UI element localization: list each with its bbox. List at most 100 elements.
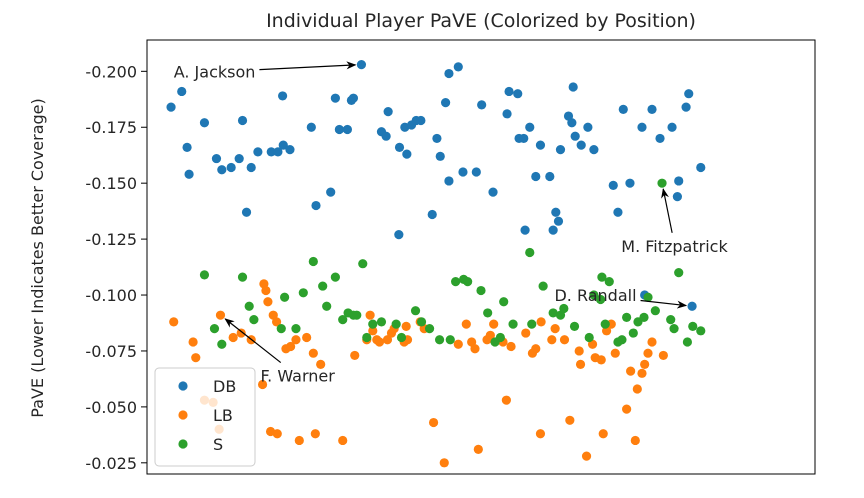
- legend-marker-db: [178, 381, 188, 391]
- point-lb: [581, 451, 592, 461]
- point-db: [246, 162, 256, 173]
- point-s: [209, 323, 220, 334]
- point-db: [568, 82, 578, 92]
- point-db: [234, 153, 244, 164]
- point-db: [570, 131, 580, 141]
- point-db: [684, 89, 694, 99]
- legend-marker-s: [178, 439, 188, 449]
- point-db: [177, 86, 187, 97]
- y-tick-label: -0.125: [85, 230, 137, 249]
- point-s: [291, 323, 301, 334]
- point-db: [166, 102, 176, 112]
- point-lb: [489, 319, 499, 329]
- point-db: [211, 153, 222, 164]
- point-s: [622, 312, 632, 323]
- point-lb: [368, 326, 378, 336]
- point-s: [604, 277, 614, 287]
- point-lb: [547, 335, 557, 345]
- point-lb: [228, 332, 238, 343]
- point-lb: [461, 319, 471, 329]
- point-db: [637, 122, 647, 132]
- point-db: [613, 207, 623, 217]
- point-db: [589, 145, 599, 155]
- point-s: [318, 281, 328, 291]
- annotation-arrow: [661, 188, 673, 233]
- point-db: [519, 133, 529, 144]
- point-s: [617, 335, 627, 345]
- point-lb: [453, 339, 463, 349]
- point-lb: [191, 353, 201, 363]
- point-s: [424, 323, 435, 334]
- point-lb: [626, 366, 636, 376]
- point-db: [471, 167, 481, 177]
- point-s: [199, 270, 210, 280]
- point-lb: [188, 337, 198, 347]
- point-db: [458, 167, 468, 177]
- y-tick-label: -0.200: [85, 62, 137, 81]
- point-s: [396, 332, 407, 343]
- y-tick-label: -0.150: [85, 174, 137, 193]
- point-s: [362, 332, 372, 343]
- point-s: [416, 317, 427, 327]
- point-db: [444, 68, 454, 79]
- point-s: [666, 315, 676, 325]
- point-lb: [291, 335, 301, 345]
- point-db: [444, 176, 454, 186]
- point-lb: [263, 297, 273, 307]
- point-db: [266, 147, 276, 157]
- point-s: [410, 306, 421, 316]
- point-db: [681, 102, 691, 112]
- point-db: [477, 100, 487, 110]
- point-db: [253, 147, 263, 157]
- point-lb: [215, 310, 226, 320]
- point-db: [647, 104, 657, 114]
- point-lb: [575, 359, 586, 369]
- point-lb: [272, 429, 282, 439]
- point-s: [508, 319, 518, 329]
- legend-box: [154, 367, 256, 467]
- point-lb: [565, 415, 575, 425]
- point-db: [674, 176, 684, 186]
- point-lb: [470, 344, 480, 354]
- point-lb: [536, 317, 546, 327]
- point-db: [520, 225, 530, 235]
- point-db: [342, 124, 352, 135]
- chart-title: Individual Player PaVE (Colorized by Pos…: [266, 10, 696, 32]
- point-db: [334, 124, 344, 135]
- point-lb: [521, 328, 531, 338]
- point-lb: [632, 384, 642, 394]
- point-db: [502, 109, 512, 119]
- point-s: [451, 277, 461, 287]
- legend-label: DB: [213, 377, 236, 396]
- point-db: [241, 207, 252, 217]
- point-db: [555, 145, 566, 155]
- point-db: [551, 207, 561, 217]
- point-db: [278, 140, 288, 150]
- point-s: [434, 335, 445, 345]
- point-s: [499, 297, 509, 307]
- point-s: [682, 337, 693, 347]
- point-lb: [622, 404, 632, 414]
- legend-label: S: [213, 435, 223, 454]
- point-lb: [316, 359, 326, 369]
- point-lb: [302, 332, 312, 343]
- point-db: [545, 171, 555, 182]
- point-lb: [310, 429, 320, 439]
- point-db: [394, 142, 405, 152]
- annotations: A. Jackson M. Fitzpatrick D. Randall F. War…: [174, 61, 728, 386]
- point-db: [672, 191, 682, 202]
- point-lb: [294, 435, 304, 446]
- point-lb: [169, 317, 179, 327]
- point-s: [696, 326, 706, 336]
- point-db: [402, 149, 412, 159]
- point-s: [559, 303, 569, 314]
- point-lb: [506, 341, 516, 352]
- point-db: [504, 86, 514, 97]
- point-db: [326, 187, 336, 197]
- point-db: [285, 145, 295, 155]
- point-lb: [338, 435, 348, 446]
- annotation-arrow: [224, 318, 282, 364]
- point-lb: [596, 355, 606, 365]
- point-s: [330, 272, 340, 282]
